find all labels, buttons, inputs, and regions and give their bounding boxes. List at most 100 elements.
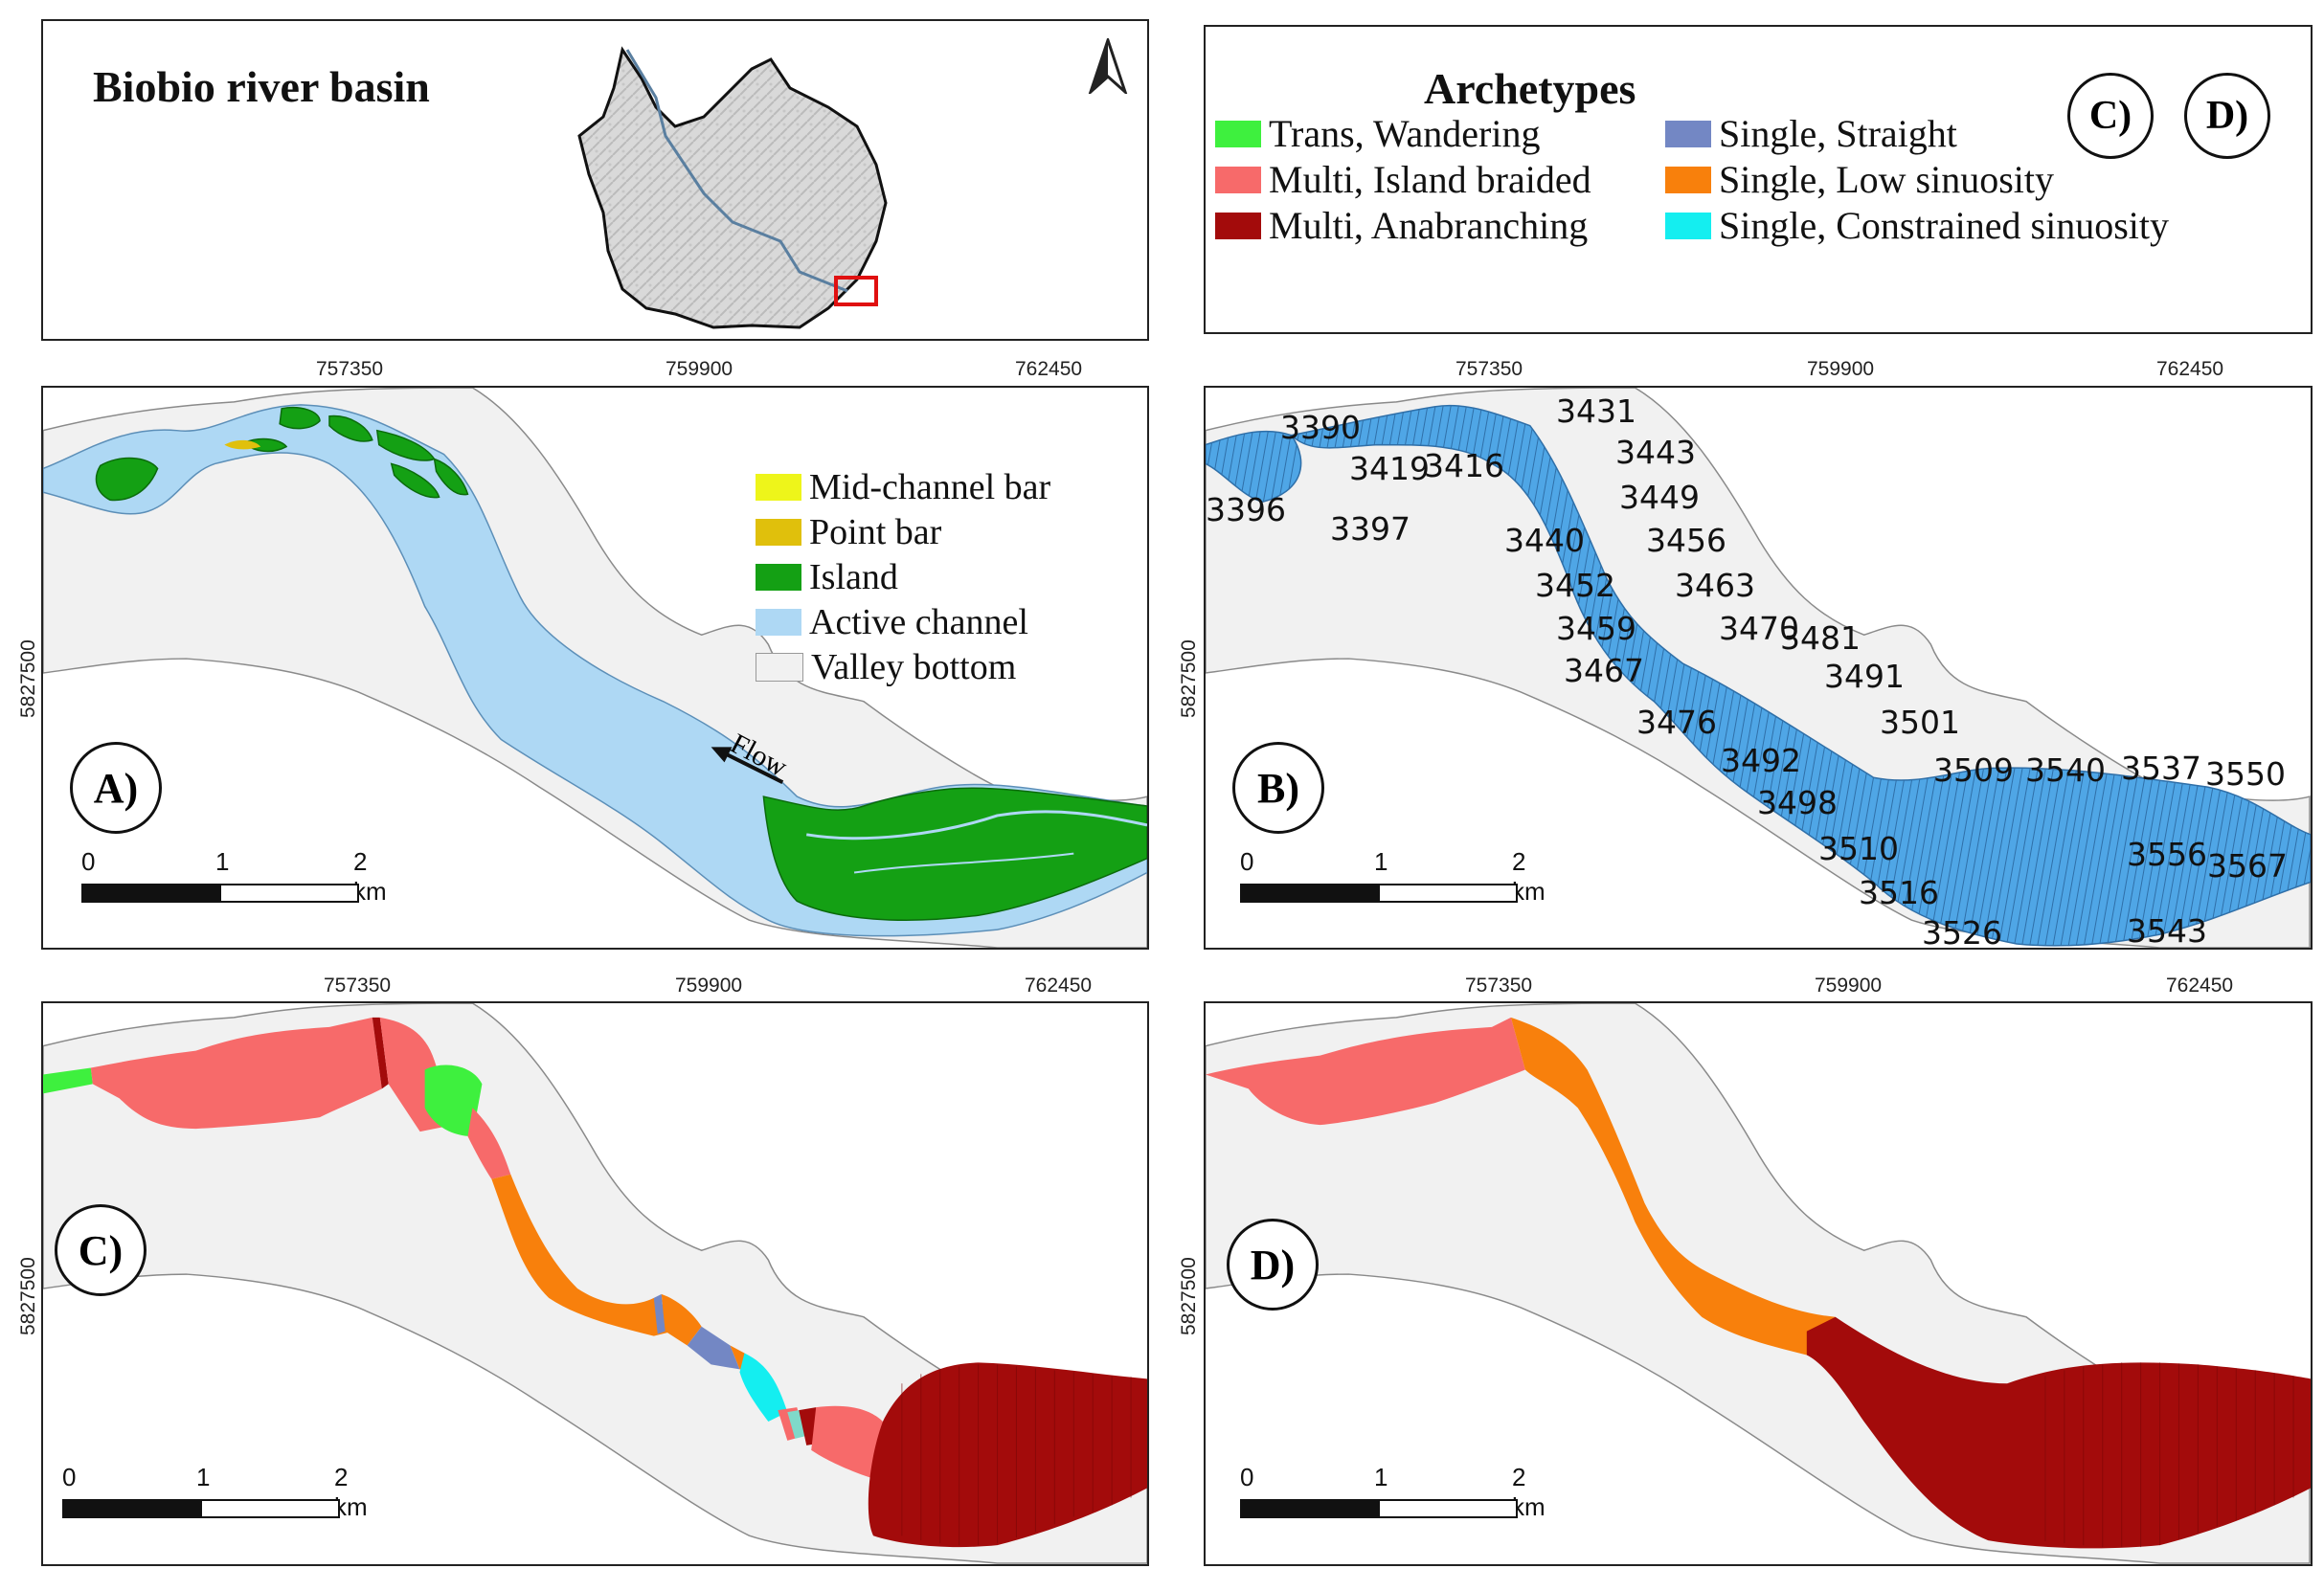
legend-swatch — [1215, 120, 1261, 147]
scale-bar: 0 1 2 km — [1240, 1463, 1546, 1530]
reach-label: 3440 — [1504, 522, 1585, 559]
archetypes-legend-panel: Archetypes C) D) Trans, Wandering Multi, … — [1204, 25, 2313, 334]
segment-island-braided — [90, 1017, 382, 1130]
x-tick-b-1: 757350 — [1455, 358, 1523, 380]
legend-swatch — [1665, 212, 1711, 239]
panel-a-svg — [43, 388, 1147, 948]
reach-label: 3419 — [1349, 450, 1430, 487]
panel-b-map: 3390 3419 3416 3431 3443 3396 3397 3449 3440 3456… — [1204, 386, 2313, 950]
reach-label: 3456 — [1646, 522, 1726, 559]
y-tick-d: 5827500 — [1178, 1257, 1200, 1335]
reach-label: 3556 — [2127, 836, 2207, 873]
y-tick-c: 5827500 — [17, 1257, 39, 1335]
x-tick-c-3: 762450 — [1025, 975, 1093, 997]
reach-label: 3467 — [1564, 652, 1644, 689]
reach-label: 3396 — [1206, 491, 1286, 528]
reach-label: 3516 — [1859, 874, 1939, 911]
reach-label: 3537 — [2121, 750, 2201, 787]
y-tick-a: 5827500 — [17, 639, 39, 718]
reach-label: 3491 — [1824, 658, 1905, 695]
scale-tick-1: 1 — [1374, 847, 1388, 876]
scale-tick-0: 0 — [1240, 1463, 1254, 1491]
scale-tick-1: 1 — [1374, 1463, 1388, 1491]
scale-tick-1: 1 — [215, 847, 230, 876]
archetype-legend-item: Multi, Anabranching — [1215, 203, 1588, 248]
north-arrow-icon — [2251, 1020, 2313, 1566]
north-arrow-icon — [2251, 397, 2313, 950]
scale-tick-0: 0 — [1240, 847, 1254, 876]
badge-a: A) — [70, 742, 162, 834]
legend-swatch — [756, 609, 801, 636]
reach-label: 3476 — [1636, 704, 1717, 741]
segment-constrained-sinuosity — [739, 1353, 788, 1423]
reach-label: 3550 — [2205, 755, 2286, 793]
legend-label: Trans, Wandering — [1269, 112, 1541, 155]
reach-label: 3470 — [1719, 610, 1799, 647]
legend-swatch — [756, 653, 803, 682]
panel-c-map: C) 0 1 2 km — [41, 1001, 1149, 1566]
segment-straight — [653, 1293, 666, 1334]
x-tick-c-1: 757350 — [324, 975, 392, 997]
legend-swatch — [756, 564, 801, 591]
segment-low-sinuosity — [661, 1293, 702, 1346]
reach-label: 3463 — [1675, 567, 1755, 604]
segment-trans-wandering — [424, 1064, 483, 1137]
reach-label: 3459 — [1556, 610, 1636, 647]
archetype-legend-item: Single, Low sinuosity — [1665, 157, 2054, 202]
archetypes-title: Archetypes — [1424, 64, 1636, 113]
legend-label: Valley bottom — [811, 647, 1017, 687]
reach-label: 3540 — [2025, 751, 2106, 789]
legend-swatch — [756, 519, 801, 546]
legend-swatch — [1215, 212, 1261, 239]
basin-map — [577, 46, 888, 329]
legend-label: Single, Low sinuosity — [1719, 158, 2055, 201]
segment-straight — [687, 1326, 740, 1370]
archetype-legend-item: Single, Straight — [1665, 111, 1957, 156]
panel-a-map: Flow Mid-channel bar Point bar Island Activ… — [41, 386, 1149, 950]
reach-label: 3431 — [1556, 392, 1636, 430]
reach-label: 3397 — [1330, 510, 1410, 548]
island — [279, 407, 321, 430]
segment-anabranching — [1806, 1316, 2311, 1549]
panel-c-svg — [43, 1003, 1147, 1564]
segment-anabranching — [372, 1017, 389, 1089]
legend-swatch — [1665, 166, 1711, 193]
x-tick-d-2: 759900 — [1815, 975, 1883, 997]
x-tick-b-2: 759900 — [1807, 358, 1875, 380]
north-arrow-icon — [1089, 1020, 1149, 1566]
legend-label: Single, Straight — [1719, 112, 1957, 155]
reach-label: 3390 — [1280, 409, 1361, 446]
archetype-legend-item: Multi, Island braided — [1215, 157, 1591, 202]
scale-bar: 0 1 2 km — [1240, 847, 1546, 914]
segment-island-braided — [811, 1405, 883, 1479]
archetype-legend-item: Single, Constrained sinuosity — [1665, 203, 2169, 248]
segment-trans-wandering — [43, 1067, 93, 1094]
reach-label: 3443 — [1615, 434, 1696, 471]
badge-b: B) — [1232, 742, 1324, 834]
x-tick-b-3: 762450 — [2156, 358, 2224, 380]
reach-label: 3498 — [1757, 784, 1838, 821]
scale-tick-1: 1 — [196, 1463, 211, 1491]
active-channel-reaches — [1206, 404, 2311, 947]
overview-panel: Biobio river basin — [41, 19, 1149, 341]
legend-label: Multi, Anabranching — [1269, 204, 1589, 247]
badge-c: C) — [55, 1204, 147, 1296]
reach-label: 3543 — [2127, 912, 2207, 950]
x-tick-a-2: 759900 — [666, 358, 733, 380]
scale-bar: 0 1 2 km — [81, 847, 387, 914]
scale-bar: 0 1 2 km — [62, 1463, 368, 1530]
reach-label: 3481 — [1780, 619, 1861, 657]
reach-label: 3452 — [1535, 567, 1615, 604]
legend-swatch — [756, 474, 801, 501]
panel-a-legend-item: Mid-channel bar — [756, 466, 1050, 508]
flow-arrow — [711, 747, 784, 784]
reach-label: 3509 — [1933, 751, 2014, 789]
study-area-box — [834, 276, 878, 306]
reach-label: 3449 — [1619, 479, 1700, 516]
panel-a-legend-item: Point bar — [756, 511, 941, 553]
legend-label: Multi, Island braided — [1269, 158, 1591, 201]
panel-b-svg — [1206, 388, 2311, 948]
island — [433, 458, 469, 496]
legend-swatch — [1215, 166, 1261, 193]
reach-label: 3416 — [1424, 447, 1504, 484]
